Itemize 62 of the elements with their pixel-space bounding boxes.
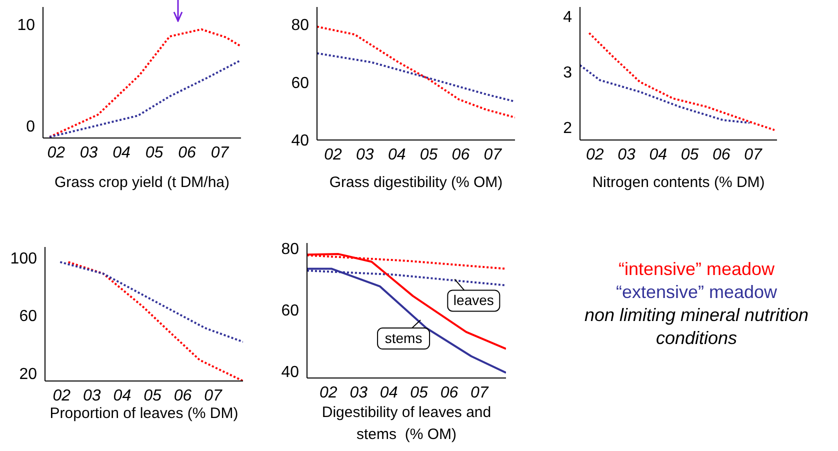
y-tick-label: 80 — [281, 241, 300, 258]
x-tick-label: 06 — [440, 384, 458, 402]
line-series — [48, 60, 241, 138]
line-series — [48, 28, 241, 138]
annotation: leaves — [453, 292, 494, 308]
y-tick-label: 60 — [281, 302, 300, 320]
annotation: stems — [384, 330, 422, 346]
line-series — [59, 261, 243, 343]
x-tick-label: 07 — [470, 384, 490, 402]
line-series — [588, 32, 776, 132]
x-tick-label: 03 — [618, 146, 636, 164]
y-tick-label: 4 — [563, 9, 572, 26]
x-tick-label: 02 — [52, 387, 71, 404]
x-tick-label: 07 — [210, 144, 230, 162]
x-axis-title: Nitrogen contents (% DM) — [591, 173, 766, 193]
y-tick-label: 0 — [26, 118, 36, 136]
x-tick-label: 04 — [113, 387, 132, 404]
line-series — [317, 26, 515, 118]
x-axis-title: Grass digestibility (% OM) — [328, 173, 504, 193]
text: non limiting mineral nutrition conditions — [583, 304, 810, 350]
x-tick-label: 06 — [452, 146, 470, 164]
y-tick-label: 2 — [563, 120, 572, 137]
y-tick-label: 60 — [19, 308, 38, 326]
x-tick-label: 04 — [112, 144, 131, 162]
y-tick-label: 40 — [291, 132, 310, 150]
y-tick-label: 3 — [563, 64, 572, 82]
legend-label: “intensive” meadow — [617, 258, 776, 281]
x-tick-label: 02 — [324, 146, 342, 164]
x-tick-label: 05 — [145, 144, 164, 162]
x-axis-title: Proportion of leaves (% DM) — [48, 404, 240, 424]
legend-label: “extensive” meadow — [614, 281, 778, 304]
x-tick-label: 07 — [744, 146, 763, 164]
x-tick-label: 03 — [83, 387, 101, 404]
x-tick-label: 06 — [178, 144, 196, 162]
x-tick-label: 05 — [680, 146, 699, 164]
x-tick-label: 03 — [350, 384, 368, 402]
x-tick-label: 06 — [712, 146, 730, 164]
x-axis-title: Grass crop yield (t DM/ha) — [53, 173, 231, 193]
y-tick-label: 10 — [17, 16, 36, 34]
x-tick-label: 07 — [484, 146, 503, 164]
x-tick-label: 05 — [144, 387, 162, 404]
y-tick-label: 40 — [281, 364, 300, 381]
x-tick-label: 03 — [356, 146, 374, 164]
x-tick-label: 05 — [420, 146, 438, 164]
y-tick-label: 20 — [19, 366, 38, 384]
x-axis-title: Digestibility of leaves and stems (% OM) — [320, 403, 492, 445]
y-tick-label: 60 — [291, 74, 310, 92]
x-tick-label: 05 — [410, 384, 428, 402]
x-tick-label: 07 — [204, 387, 224, 404]
x-tick-label: 02 — [47, 144, 66, 162]
y-tick-label: 80 — [291, 17, 310, 34]
x-tick-label: 04 — [380, 384, 398, 402]
line-series — [67, 261, 243, 381]
y-tick-label: 100 — [10, 250, 38, 268]
x-tick-label: 04 — [388, 146, 406, 164]
x-tick-label: 02 — [320, 384, 338, 402]
x-tick-label: 02 — [586, 146, 604, 164]
x-tick-label: 06 — [174, 387, 192, 404]
line-series — [580, 64, 750, 124]
line-series — [317, 52, 515, 103]
x-tick-label: 03 — [80, 144, 98, 162]
x-tick-label: 04 — [649, 146, 668, 164]
